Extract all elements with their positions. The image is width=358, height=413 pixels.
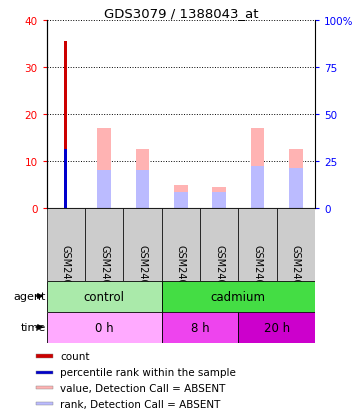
- Bar: [123, 209, 161, 281]
- Bar: [136, 171, 149, 209]
- Title: GDS3079 / 1388043_at: GDS3079 / 1388043_at: [103, 7, 258, 19]
- Text: 20 h: 20 h: [263, 321, 290, 334]
- Bar: [85, 209, 123, 281]
- Bar: [36, 402, 53, 406]
- Bar: [212, 188, 226, 209]
- Text: GSM240631: GSM240631: [99, 244, 109, 304]
- Bar: [161, 281, 315, 312]
- Bar: [289, 169, 303, 209]
- Bar: [289, 150, 303, 209]
- Text: GSM240635: GSM240635: [252, 244, 262, 304]
- Text: GSM240632: GSM240632: [137, 244, 147, 304]
- Text: value, Detection Call = ABSENT: value, Detection Call = ABSENT: [60, 383, 226, 393]
- Bar: [161, 312, 238, 343]
- Text: 8 h: 8 h: [191, 321, 209, 334]
- Bar: [97, 171, 111, 209]
- Bar: [47, 209, 85, 281]
- Bar: [212, 192, 226, 209]
- Bar: [238, 209, 277, 281]
- Text: GSM240634: GSM240634: [214, 244, 224, 304]
- Bar: [161, 209, 200, 281]
- Text: agent: agent: [13, 291, 46, 301]
- Text: control: control: [83, 290, 125, 303]
- Bar: [97, 129, 111, 209]
- Bar: [277, 209, 315, 281]
- Text: time: time: [20, 322, 46, 332]
- Bar: [36, 386, 53, 389]
- Bar: [251, 166, 264, 209]
- Bar: [36, 370, 53, 374]
- Bar: [136, 150, 149, 209]
- Text: percentile rank within the sample: percentile rank within the sample: [60, 368, 236, 377]
- Text: GSM240630: GSM240630: [61, 244, 71, 304]
- Bar: [36, 355, 53, 358]
- Text: GSM240633: GSM240633: [176, 244, 186, 304]
- Text: GSM240636: GSM240636: [291, 244, 301, 304]
- Bar: [200, 209, 238, 281]
- Bar: [64, 42, 67, 209]
- Bar: [238, 312, 315, 343]
- Text: 0 h: 0 h: [95, 321, 113, 334]
- Text: count: count: [60, 351, 90, 361]
- Bar: [174, 192, 188, 209]
- Text: rank, Detection Call = ABSENT: rank, Detection Call = ABSENT: [60, 399, 221, 409]
- Bar: [47, 312, 161, 343]
- Bar: [47, 281, 161, 312]
- Text: cadmium: cadmium: [211, 290, 266, 303]
- Bar: [64, 150, 67, 209]
- Bar: [174, 185, 188, 209]
- Bar: [251, 129, 264, 209]
